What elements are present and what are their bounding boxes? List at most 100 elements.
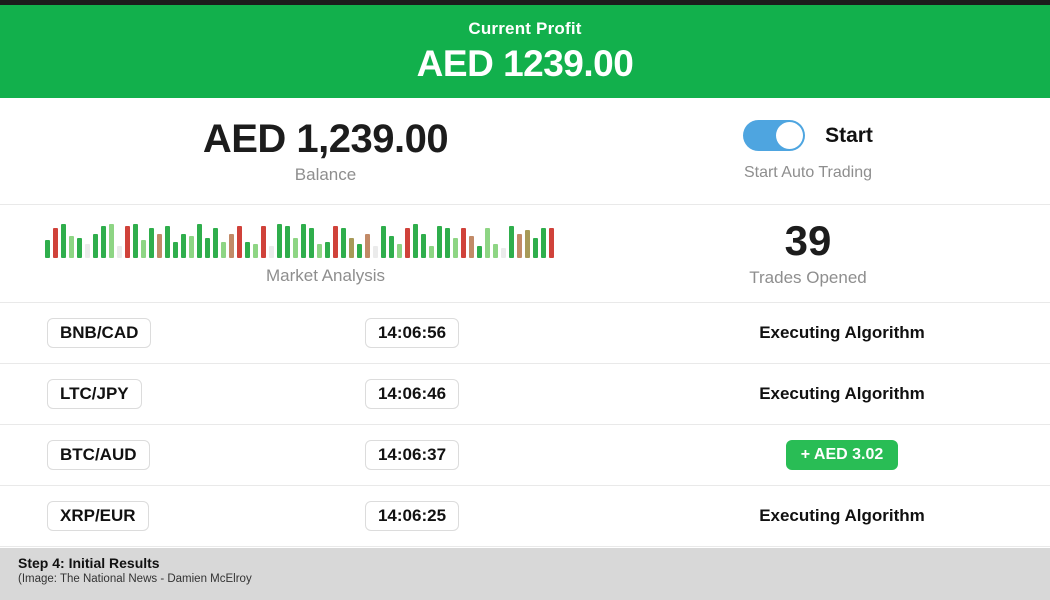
caption-title: Step 4: Initial Results: [18, 555, 160, 571]
market-bar: [165, 225, 170, 258]
market-bar: [445, 227, 450, 258]
trades-list: BNB/CAD 14:06:56 Executing Algorithm LTC…: [0, 303, 1050, 547]
trade-row: XRP/EUR 14:06:25 Executing Algorithm: [0, 486, 1050, 547]
market-bar: [125, 225, 130, 258]
market-bar: [541, 227, 546, 258]
market-bar: [221, 241, 226, 258]
market-bar: [213, 227, 218, 258]
market-bar: [93, 233, 98, 258]
auto-trading-toggle[interactable]: [743, 120, 806, 151]
time-badge: 14:06:46: [364, 379, 460, 409]
market-bar: [53, 227, 58, 258]
current-profit-banner: Current Profit AED 1239.00: [0, 5, 1050, 98]
auto-trading-caption: Start Auto Trading: [743, 164, 873, 181]
balance-label: Balance: [294, 165, 357, 184]
market-analysis-label: Market Analysis: [265, 265, 386, 285]
market-bar: [357, 243, 362, 258]
market-bar: [381, 225, 386, 258]
market-bar: [325, 241, 330, 258]
trades-opened-count: 39: [784, 216, 832, 264]
market-bar: [173, 241, 178, 258]
current-profit-title: Current Profit: [468, 18, 582, 38]
market-bar: [181, 233, 186, 258]
market-bar: [133, 223, 138, 258]
market-bar: [341, 227, 346, 258]
trade-status: Executing Algorithm: [759, 384, 925, 403]
caption-bar: Step 4: Initial Results (Image: The Nati…: [0, 548, 1050, 600]
market-bar: [117, 245, 122, 258]
market-bar: [253, 243, 258, 258]
market-bar: [525, 229, 530, 258]
market-bar: [269, 245, 274, 258]
window-top-strip: [0, 0, 1050, 5]
caption-source: (Image: The National News - Damien McElr…: [18, 573, 252, 585]
market-bar: [533, 237, 538, 258]
market-bar: [85, 243, 90, 258]
market-bar: [437, 225, 442, 258]
time-badge: 14:06:56: [364, 318, 460, 348]
market-bar: [77, 237, 82, 258]
market-bar: [245, 241, 250, 258]
market-bar: [189, 235, 194, 258]
market-bar: [421, 233, 426, 258]
toggle-label: Start: [825, 123, 873, 147]
market-bar: [477, 245, 482, 258]
market-bar: [509, 225, 514, 258]
market-bar: [149, 227, 154, 258]
toggle-knob: [776, 122, 804, 149]
market-bar: [333, 225, 338, 258]
current-profit-amount: AED 1239.00: [416, 42, 634, 84]
market-bar: [45, 239, 50, 258]
pair-badge: BTC/AUD: [47, 440, 150, 470]
market-bar: [277, 223, 282, 258]
market-bar: [469, 235, 474, 258]
market-bar: [61, 223, 66, 258]
market-bar: [413, 223, 418, 258]
trade-status: Executing Algorithm: [759, 506, 925, 525]
market-bar: [101, 225, 106, 258]
market-analysis-section: Market Analysis 39 Trades Opened: [0, 205, 1050, 303]
market-bar: [205, 237, 210, 258]
market-bar: [453, 237, 458, 258]
trade-row: BNB/CAD 14:06:56 Executing Algorithm: [0, 303, 1050, 364]
market-bar: [501, 247, 506, 258]
market-bar: [317, 243, 322, 258]
market-bar: [349, 237, 354, 258]
pair-badge: LTC/JPY: [47, 379, 142, 409]
pair-badge: XRP/EUR: [47, 501, 149, 531]
market-bar: [365, 233, 370, 258]
market-bar: [429, 245, 434, 258]
market-bar: [461, 227, 466, 258]
trade-status: + AED 3.02: [785, 440, 899, 470]
market-bar: [293, 237, 298, 258]
market-bar: [109, 223, 114, 258]
trade-status: Executing Algorithm: [759, 323, 925, 342]
market-bar: [309, 227, 314, 258]
trade-row: LTC/JPY 14:06:46 Executing Algorithm: [0, 364, 1050, 425]
market-bar: [405, 227, 410, 258]
market-bar: [157, 233, 162, 258]
market-bar: [285, 225, 290, 258]
market-bar: [549, 227, 554, 258]
trade-row: BTC/AUD 14:06:37 + AED 3.02: [0, 425, 1050, 486]
market-bar: [301, 223, 306, 258]
market-bar: [229, 233, 234, 258]
market-bar: [261, 225, 266, 258]
market-bar: [485, 227, 490, 258]
market-bar: [141, 239, 146, 258]
market-bar: [373, 245, 378, 258]
market-bar: [493, 243, 498, 258]
market-bars: [45, 222, 554, 258]
balance-amount: AED 1,239.00: [202, 117, 449, 161]
time-badge: 14:06:37: [364, 440, 460, 470]
time-badge: 14:06:25: [364, 501, 460, 531]
market-bar: [197, 223, 202, 258]
trades-opened-label: Trades Opened: [749, 268, 867, 288]
balance-section: AED 1,239.00 Balance Start Start Auto Tr…: [0, 98, 1050, 205]
market-bar: [69, 235, 74, 258]
pair-badge: BNB/CAD: [47, 318, 152, 348]
market-bar: [237, 225, 242, 258]
market-bar: [517, 233, 522, 258]
market-bar: [397, 243, 402, 258]
market-bar: [389, 235, 394, 258]
